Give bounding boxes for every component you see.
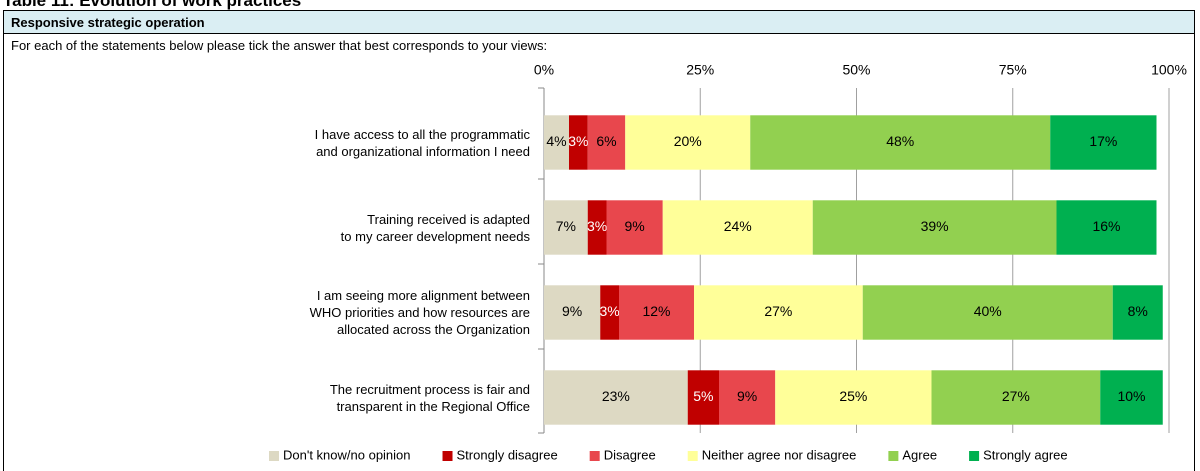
value-label: 5% bbox=[693, 388, 713, 404]
bar-segment bbox=[687, 370, 719, 425]
legend-swatch bbox=[442, 451, 453, 461]
bar-segment bbox=[931, 370, 1101, 425]
legend-label: Strongly disagree bbox=[457, 447, 558, 462]
value-label: 39% bbox=[921, 218, 949, 234]
bar-segment bbox=[862, 285, 1113, 340]
value-label: 23% bbox=[602, 388, 630, 404]
legend-swatch bbox=[888, 451, 899, 461]
value-label: 16% bbox=[1092, 218, 1120, 234]
x-tick-label: 50% bbox=[842, 62, 870, 78]
bar-segment bbox=[587, 200, 607, 255]
instruction: For each of the statements below please … bbox=[11, 38, 548, 53]
bar-segment bbox=[1112, 285, 1163, 340]
bar-segment bbox=[544, 115, 569, 170]
x-tick-label: 100% bbox=[1151, 62, 1187, 78]
bar-segment bbox=[1100, 370, 1163, 425]
value-label: 25% bbox=[839, 388, 867, 404]
bar-segment bbox=[694, 285, 863, 340]
legend-label: Disagree bbox=[604, 447, 656, 462]
bar-segment bbox=[750, 115, 1051, 170]
value-label: 40% bbox=[974, 303, 1002, 319]
legend-label: Agree bbox=[902, 447, 937, 462]
legend-swatch bbox=[269, 451, 279, 461]
bar-segment bbox=[606, 200, 663, 255]
bar-segment bbox=[625, 115, 751, 170]
bar-segment bbox=[719, 370, 776, 425]
value-label: 27% bbox=[1002, 388, 1030, 404]
bar-segment bbox=[544, 285, 601, 340]
value-label: 3% bbox=[600, 303, 620, 319]
value-label: 9% bbox=[625, 218, 645, 234]
value-label: 17% bbox=[1089, 133, 1117, 149]
x-tick-label: 25% bbox=[686, 62, 714, 78]
value-label: 8% bbox=[1128, 303, 1148, 319]
value-label: 7% bbox=[556, 218, 576, 234]
bar-segment bbox=[775, 370, 932, 425]
frame bbox=[3, 10, 1195, 471]
x-tick-label: 75% bbox=[999, 62, 1027, 78]
value-label: 9% bbox=[737, 388, 757, 404]
value-label: 9% bbox=[562, 303, 582, 319]
bar-segment bbox=[662, 200, 813, 255]
legend-swatch bbox=[589, 451, 600, 461]
value-label: 3% bbox=[568, 133, 588, 149]
category-label: The recruitment process is fair and tran… bbox=[329, 381, 530, 414]
x-tick-label: 0% bbox=[534, 62, 554, 78]
value-label: 6% bbox=[596, 133, 616, 149]
table-title: Table 11: Evolution of work practices bbox=[3, 0, 302, 10]
section-header: Responsive strategic operation bbox=[4, 11, 1194, 34]
bar-segment bbox=[600, 285, 619, 340]
bar-segment bbox=[1056, 200, 1157, 255]
category-label: I am seeing more alignment between WHO p… bbox=[309, 288, 530, 337]
bar-segment bbox=[569, 115, 588, 170]
category-label: I have access to all the programmatic an… bbox=[314, 126, 530, 159]
value-label: 20% bbox=[674, 133, 702, 149]
legend-swatch bbox=[687, 451, 698, 461]
legend-swatch bbox=[969, 451, 980, 461]
bar-segment bbox=[812, 200, 1057, 255]
value-label: 48% bbox=[886, 133, 914, 149]
bar-segment bbox=[619, 285, 694, 340]
bar-segment bbox=[587, 115, 626, 170]
legend-label: Neither agree nor disagree bbox=[702, 447, 857, 462]
value-label: 3% bbox=[587, 218, 607, 234]
value-label: 12% bbox=[642, 303, 670, 319]
value-label: 27% bbox=[764, 303, 792, 319]
bar-segment bbox=[1050, 115, 1157, 170]
value-label: 10% bbox=[1117, 388, 1145, 404]
bar-segment bbox=[544, 370, 688, 425]
legend-label: Don't know/no opinion bbox=[283, 447, 411, 462]
legend-label: Strongly agree bbox=[983, 447, 1068, 462]
value-label: 24% bbox=[724, 218, 752, 234]
value-label: 4% bbox=[546, 133, 566, 149]
category-label: Training received is adapted to my caree… bbox=[340, 211, 530, 244]
bar-segment bbox=[544, 200, 588, 255]
